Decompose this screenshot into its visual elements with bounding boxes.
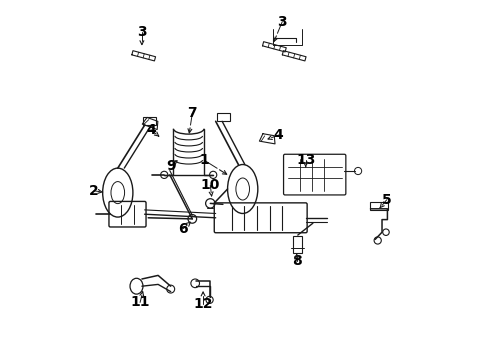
Text: 12: 12 [193, 297, 212, 311]
Text: 4: 4 [146, 123, 156, 136]
Bar [293, 236, 302, 253]
Text: 5: 5 [381, 193, 391, 207]
Bar [217, 113, 229, 121]
Text: 1: 1 [199, 153, 209, 167]
Text: 10: 10 [200, 179, 220, 192]
Text: 4: 4 [273, 128, 283, 142]
Bar [143, 117, 156, 125]
Text: 8: 8 [291, 254, 301, 268]
Text: 13: 13 [295, 153, 315, 167]
Text: 3: 3 [277, 15, 286, 28]
Text: 2: 2 [89, 184, 99, 198]
Bar [370, 202, 387, 210]
Text: 6: 6 [178, 222, 188, 235]
Text: 9: 9 [165, 159, 175, 172]
Text: 11: 11 [130, 296, 149, 309]
Text: 7: 7 [187, 107, 197, 120]
Text: 3: 3 [137, 26, 146, 39]
